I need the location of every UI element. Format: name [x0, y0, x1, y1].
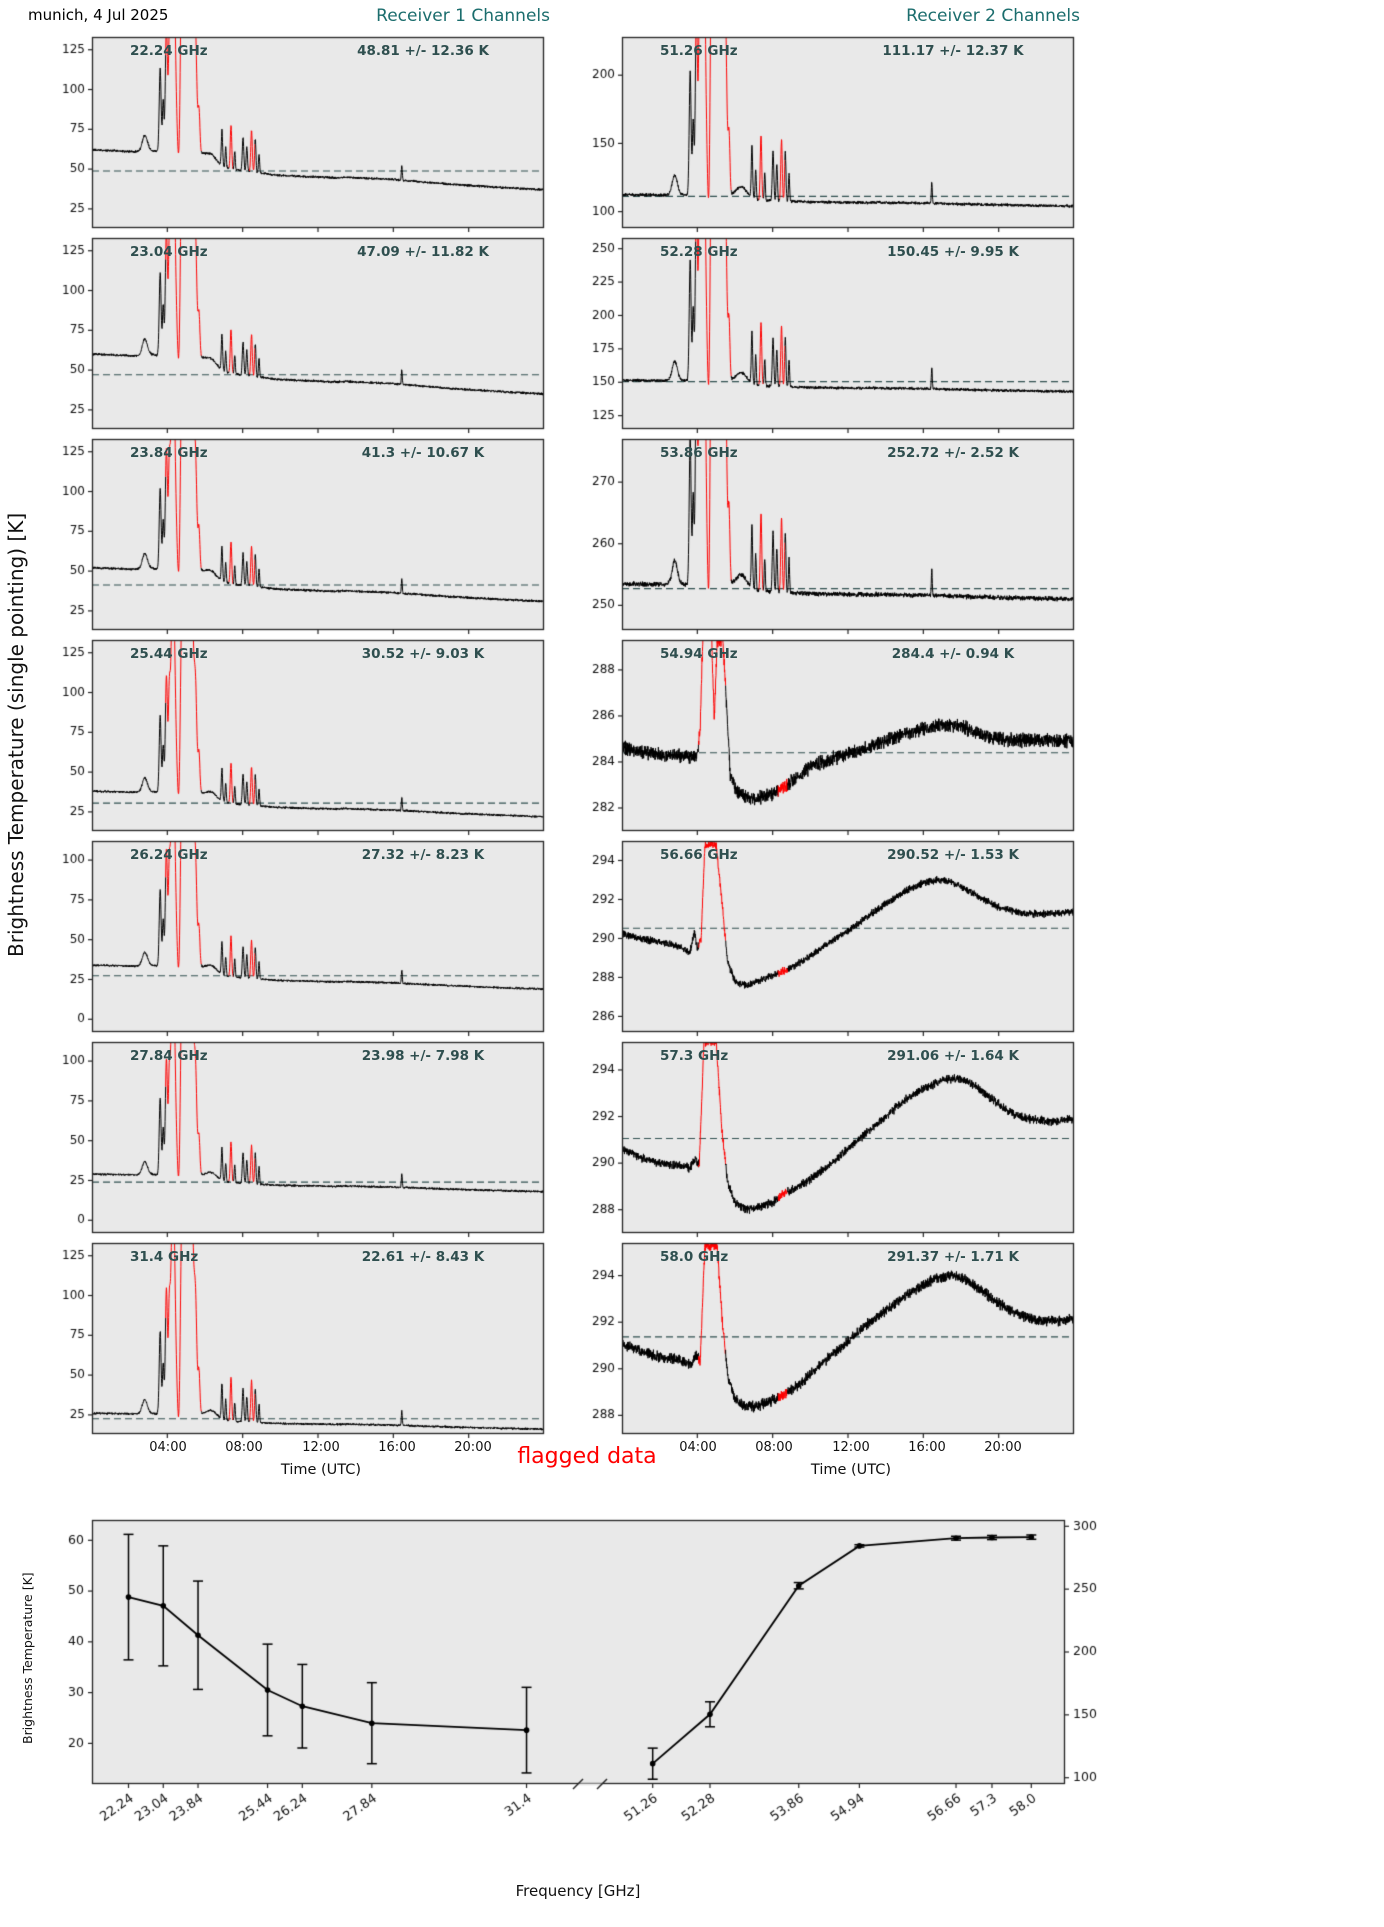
freq-label: 56.66 GHz	[660, 847, 738, 863]
summary-errorbar-canvas	[40, 1496, 1170, 1920]
freq-label: 26.24 GHz	[130, 847, 208, 863]
stats-label: 23.98 +/- 7.98 K	[361, 1048, 485, 1064]
time-tick-label: 12:00	[302, 1440, 340, 1455]
summary-x-axis-label: Frequency [GHz]	[515, 1882, 641, 1900]
ts-panel-26-24: 26.24 GHz 27.32 +/- 8.23 K	[34, 838, 550, 1038]
ts-canvas-58-0	[564, 1240, 1080, 1440]
time-tick-label: 04:00	[149, 1440, 187, 1455]
ts-canvas-23-84	[34, 436, 550, 636]
ts-canvas-54-94	[564, 637, 1080, 837]
stats-label: 27.32 +/- 8.23 K	[361, 847, 485, 863]
ts-panel-51-26: 51.26 GHz 111.17 +/- 12.37 K	[564, 34, 1080, 234]
stats-label: 47.09 +/- 11.82 K	[357, 244, 489, 260]
ts-canvas-53-86	[564, 436, 1080, 636]
freq-label: 57.3 GHz	[660, 1048, 729, 1064]
stats-label: 22.61 +/- 8.43 K	[361, 1249, 485, 1265]
freq-label: 54.94 GHz	[660, 646, 738, 662]
ts-panel-23-04: 23.04 GHz 47.09 +/- 11.82 K	[34, 235, 550, 435]
ts-canvas-56-66	[564, 838, 1080, 1038]
freq-label: 58.0 GHz	[660, 1249, 729, 1265]
freq-label: 31.4 GHz	[130, 1249, 199, 1265]
ts-canvas-25-44	[34, 637, 550, 837]
freq-label: 51.26 GHz	[660, 43, 738, 59]
ts-canvas-31-4	[34, 1240, 550, 1440]
main-y-axis-label: Brightness Temperature (single pointing)…	[4, 512, 28, 958]
stats-label: 150.45 +/- 9.95 K	[887, 244, 1019, 260]
stats-label: 30.52 +/- 9.03 K	[361, 646, 485, 662]
freq-label: 23.84 GHz	[130, 445, 208, 461]
ts-canvas-26-24	[34, 838, 550, 1038]
ts-panel-58-0: 58.0 GHz 291.37 +/- 1.71 K	[564, 1240, 1080, 1440]
time-tick-label: 08:00	[755, 1440, 793, 1455]
ts-panel-23-84: 23.84 GHz 41.3 +/- 10.67 K	[34, 436, 550, 636]
freq-label: 27.84 GHz	[130, 1048, 208, 1064]
stats-label: 291.06 +/- 1.64 K	[887, 1048, 1019, 1064]
ts-panel-52-28: 52.28 GHz 150.45 +/- 9.95 K	[564, 235, 1080, 435]
stats-label: 41.3 +/- 10.67 K	[361, 445, 485, 461]
freq-label: 53.86 GHz	[660, 445, 738, 461]
ts-panel-25-44: 25.44 GHz 30.52 +/- 9.03 K	[34, 637, 550, 837]
date-label: munich, 4 Jul 2025	[28, 6, 169, 24]
freq-label: 52.28 GHz	[660, 244, 738, 260]
summary-y-axis-label: Brightness Temperature [K]	[20, 1572, 35, 1744]
time-tick-label: 08:00	[225, 1440, 263, 1455]
stats-label: 290.52 +/- 1.53 K	[887, 847, 1019, 863]
time-axis-label-right: Time (UTC)	[810, 1462, 892, 1478]
time-tick-label: 12:00	[832, 1440, 870, 1455]
freq-label: 23.04 GHz	[130, 244, 208, 260]
ts-panel-54-94: 54.94 GHz 284.4 +/- 0.94 K	[564, 637, 1080, 837]
ts-panel-27-84: 27.84 GHz 23.98 +/- 7.98 K	[34, 1039, 550, 1239]
ts-canvas-51-26	[564, 34, 1080, 234]
freq-label: 22.24 GHz	[130, 43, 208, 59]
ts-canvas-22-24	[34, 34, 550, 234]
ts-canvas-27-84	[34, 1039, 550, 1239]
time-axis-label-left: Time (UTC)	[280, 1462, 362, 1478]
stats-label: 252.72 +/- 2.52 K	[887, 445, 1019, 461]
stats-label: 111.17 +/- 12.37 K	[882, 43, 1024, 59]
ts-canvas-57-3	[564, 1039, 1080, 1239]
time-tick-label: 16:00	[378, 1440, 416, 1455]
ts-panel-31-4: 31.4 GHz 22.61 +/- 8.43 K	[34, 1240, 550, 1440]
flagged-data-label: flagged data	[517, 1444, 657, 1469]
ts-panel-22-24: 22.24 GHz 48.81 +/- 12.36 K	[34, 34, 550, 234]
ts-canvas-52-28	[564, 235, 1080, 435]
receiver-1-title: Receiver 1 Channels	[376, 6, 550, 26]
ts-panel-53-86: 53.86 GHz 252.72 +/- 2.52 K	[564, 436, 1080, 636]
time-tick-label: 04:00	[679, 1440, 717, 1455]
freq-label: 25.44 GHz	[130, 646, 208, 662]
stats-label: 291.37 +/- 1.71 K	[887, 1249, 1019, 1265]
ts-panel-57-3: 57.3 GHz 291.06 +/- 1.64 K	[564, 1039, 1080, 1239]
time-tick-label: 20:00	[454, 1440, 492, 1455]
time-tick-label: 16:00	[908, 1440, 946, 1455]
ts-panel-56-66: 56.66 GHz 290.52 +/- 1.53 K	[564, 838, 1080, 1038]
time-tick-label: 20:00	[984, 1440, 1022, 1455]
ts-canvas-23-04	[34, 235, 550, 435]
receiver-2-title: Receiver 2 Channels	[906, 6, 1080, 26]
stats-label: 284.4 +/- 0.94 K	[891, 646, 1015, 662]
stats-label: 48.81 +/- 12.36 K	[357, 43, 489, 59]
